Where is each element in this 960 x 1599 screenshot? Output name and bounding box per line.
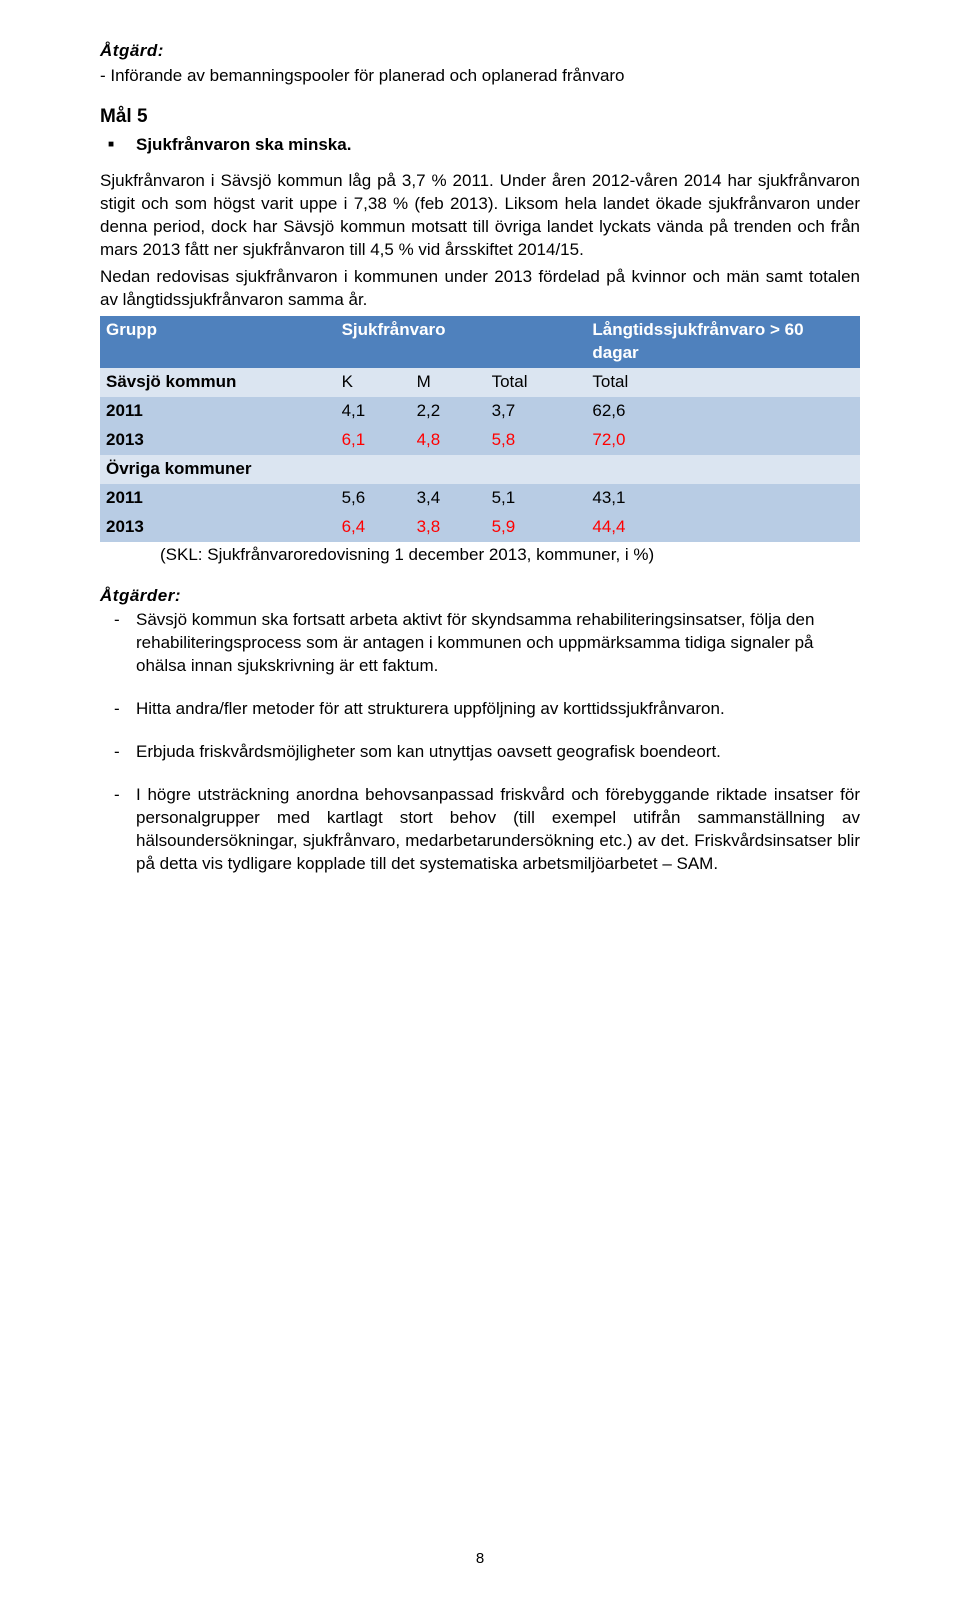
th-long: Långtidssjukfrånvaro > 60 dagar [586, 316, 860, 368]
row-year-2011: 2011 [100, 397, 336, 426]
row-savsjo-label: Sävsjö kommun [100, 368, 336, 397]
row-year-2013-b: 2013 [100, 513, 336, 542]
sickleave-table: Grupp Sjukfrånvaro Långtidssjukfrånvaro … [100, 316, 860, 542]
cell-empty [411, 455, 486, 484]
cell: 4,1 [336, 397, 411, 426]
cell: 3,8 [411, 513, 486, 542]
cell-empty [336, 455, 411, 484]
cell: 5,8 [486, 426, 587, 455]
cell: 72,0 [586, 426, 860, 455]
goal-bullet: Sjukfrånvaron ska minska. [100, 134, 860, 157]
cell-empty [586, 455, 860, 484]
th-group: Grupp [100, 316, 336, 368]
cell: 44,4 [586, 513, 860, 542]
action-line: - Införande av bemanningspooler för plan… [100, 65, 860, 88]
action-item: Erbjuda friskvårdsmöjligheter som kan ut… [100, 741, 860, 764]
action-heading: Åtgärd: [100, 40, 860, 63]
th-total: Total [486, 368, 587, 397]
cell: 5,6 [336, 484, 411, 513]
actions-heading: Åtgärder: [100, 585, 860, 608]
intro-p2: Nedan redovisas sjukfrånvaron i kommunen… [100, 266, 860, 312]
cell: 3,7 [486, 397, 587, 426]
th-sick: Sjukfrånvaro [336, 316, 587, 368]
action-item: I högre utsträckning anordna behovsanpas… [100, 784, 860, 876]
cell: 6,4 [336, 513, 411, 542]
table-note: (SKL: Sjukfrånvaroredovisning 1 december… [100, 544, 860, 567]
cell: 43,1 [586, 484, 860, 513]
cell: 62,6 [586, 397, 860, 426]
page-number: 8 [0, 1549, 960, 1569]
cell: 4,8 [411, 426, 486, 455]
row-year-2011-b: 2011 [100, 484, 336, 513]
intro-p1: Sjukfrånvaron i Sävsjö kommun låg på 3,7… [100, 170, 860, 262]
th-k: K [336, 368, 411, 397]
cell: 5,1 [486, 484, 587, 513]
cell: 5,9 [486, 513, 587, 542]
cell-empty [486, 455, 587, 484]
action-item: Hitta andra/fler metoder för att struktu… [100, 698, 860, 721]
cell: 6,1 [336, 426, 411, 455]
row-year-2013: 2013 [100, 426, 336, 455]
th-m: M [411, 368, 486, 397]
goal-title: Mål 5 [100, 104, 860, 130]
cell: 2,2 [411, 397, 486, 426]
th-total2: Total [586, 368, 860, 397]
cell: 3,4 [411, 484, 486, 513]
row-other-label: Övriga kommuner [100, 455, 336, 484]
action-item: Sävsjö kommun ska fortsatt arbeta aktivt… [100, 609, 860, 678]
